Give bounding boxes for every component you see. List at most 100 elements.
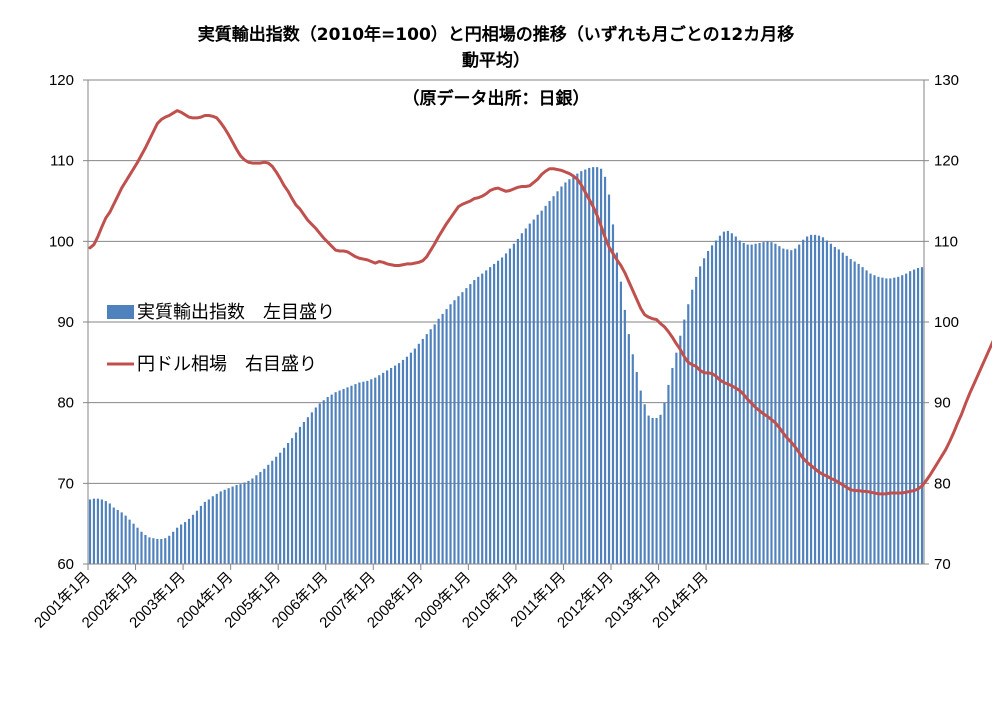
- bar: [207, 499, 210, 564]
- bar: [853, 261, 856, 564]
- bar: [679, 335, 682, 564]
- export-index-bars: [88, 167, 924, 565]
- left-tick-label: 80: [57, 395, 74, 412]
- bar: [251, 478, 254, 564]
- bar: [223, 489, 226, 564]
- bar: [342, 388, 345, 564]
- bar: [362, 381, 365, 564]
- bar: [699, 266, 702, 564]
- bar: [520, 233, 523, 564]
- bar: [786, 249, 789, 564]
- bar: [164, 538, 167, 564]
- bar: [897, 276, 900, 564]
- bar: [152, 538, 155, 564]
- bar: [160, 538, 163, 564]
- bar: [695, 276, 698, 564]
- bar: [806, 236, 809, 565]
- bar: [639, 390, 642, 564]
- bar: [429, 329, 432, 564]
- bar: [504, 253, 508, 564]
- bar: [837, 249, 840, 564]
- bar: [881, 277, 884, 564]
- bar: [778, 246, 781, 565]
- left-tick-label: 120: [49, 72, 74, 89]
- bar: [370, 379, 373, 564]
- bar: [758, 242, 761, 564]
- bar: [687, 304, 690, 564]
- bar: [314, 407, 317, 564]
- bar: [663, 402, 666, 564]
- bar: [635, 372, 638, 564]
- bar: [916, 267, 920, 564]
- bar: [211, 496, 214, 564]
- bar: [168, 535, 171, 564]
- bar: [136, 527, 139, 564]
- bar: [386, 370, 389, 564]
- bar: [580, 171, 583, 564]
- bar: [493, 263, 496, 564]
- bar: [718, 235, 722, 564]
- bar: [112, 507, 115, 564]
- bar: [354, 384, 357, 564]
- right-y-axis-ticks: 70 80 90 100 110 120 130: [924, 72, 959, 573]
- bar: [596, 167, 599, 564]
- bar: [576, 173, 579, 564]
- bar: [857, 263, 860, 564]
- bar: [647, 415, 650, 564]
- bar: [909, 271, 912, 564]
- bar: [809, 234, 813, 564]
- right-tick-label: 110: [934, 233, 958, 250]
- bar: [615, 252, 619, 564]
- bar: [742, 242, 745, 564]
- yen-dollar-line: [88, 109, 992, 496]
- bar: [683, 319, 686, 564]
- bar: [350, 385, 353, 564]
- bar: [584, 169, 587, 565]
- bar: [675, 352, 678, 564]
- bar: [905, 273, 908, 564]
- bar: [802, 239, 805, 564]
- legend: 実質輸出指数 左目盛り 円ドル相場 右目盛り: [107, 302, 335, 375]
- chart-title-line-2: 動平均）: [462, 50, 530, 71]
- right-tick-label: 120: [934, 153, 959, 170]
- bar: [738, 240, 741, 564]
- left-tick-label: 90: [57, 314, 74, 331]
- right-tick-label: 70: [934, 556, 951, 573]
- bar: [572, 175, 575, 565]
- bar: [199, 505, 203, 564]
- bar: [382, 372, 385, 564]
- bar: [536, 214, 539, 564]
- bar: [873, 275, 876, 564]
- bar: [611, 224, 615, 564]
- bar: [849, 259, 852, 564]
- bar: [845, 255, 848, 564]
- bar: [746, 244, 749, 564]
- left-tick-label: 70: [57, 475, 74, 492]
- bar: [302, 422, 306, 564]
- bar: [833, 246, 836, 565]
- bar: [481, 273, 484, 564]
- bar: [461, 292, 464, 564]
- bar: [766, 241, 769, 564]
- bar: [287, 443, 290, 564]
- bar: [457, 296, 460, 564]
- bar: [247, 480, 250, 564]
- bar: [290, 438, 294, 564]
- bar: [390, 367, 393, 564]
- bar: [722, 231, 726, 564]
- bar: [500, 257, 504, 564]
- bar: [283, 447, 286, 564]
- bar: [485, 270, 488, 564]
- bar: [623, 309, 626, 564]
- bar: [441, 313, 444, 564]
- bar: [279, 452, 282, 564]
- bar: [798, 244, 801, 564]
- bar: [869, 273, 872, 564]
- bar: [829, 243, 832, 564]
- bar: [607, 194, 611, 565]
- left-tick-label: 110: [50, 153, 74, 170]
- bar: [259, 472, 262, 564]
- bar: [180, 524, 183, 564]
- bar: [405, 356, 409, 564]
- bar: [770, 242, 773, 564]
